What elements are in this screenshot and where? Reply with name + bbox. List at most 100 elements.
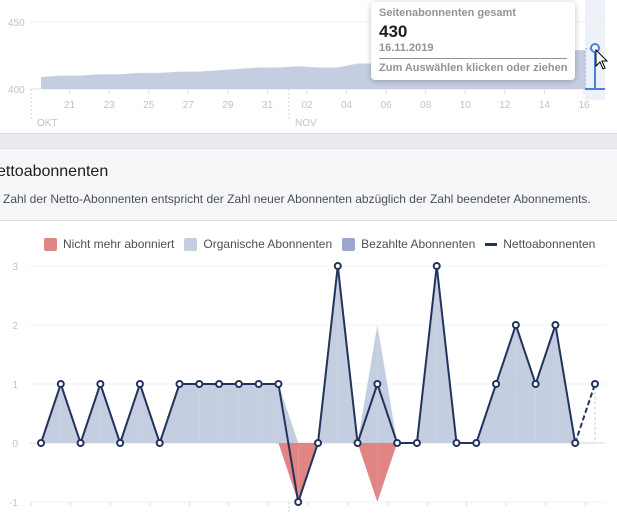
tooltip: Seitenabonnenten gesamt 430 16.11.2019 Z…: [371, 2, 575, 80]
net-data-point: [551, 321, 560, 329]
x-tick-label: 02: [301, 100, 313, 111]
organic-area-segment: [238, 384, 259, 443]
organic-area-segment: [535, 325, 556, 443]
unsubscribed-area-segment: [357, 443, 378, 502]
net-data-point: [492, 380, 501, 388]
organic-area-segment: [496, 325, 516, 443]
legend-line: [485, 242, 498, 246]
legend-swatch: [184, 237, 198, 251]
x-tick-label: 16: [578, 100, 590, 111]
net-data-point: [571, 439, 580, 447]
net-line-segment: [59, 383, 82, 444]
legend-item-net[interactable]: Nettoabonnenten: [485, 237, 595, 251]
net-data-point: [76, 439, 85, 447]
x-tick-label: 29: [222, 100, 234, 111]
net-line-segment: [277, 383, 300, 503]
net-data-point: [432, 262, 441, 270]
x-tick-label: 27: [183, 100, 195, 111]
net-data-point: [195, 380, 204, 388]
tooltip-hint: Zum Auswählen klicken oder ziehen: [379, 62, 568, 74]
legend-label: Nicht mehr abonniert: [63, 237, 175, 251]
y-tick-label: 2: [12, 321, 18, 332]
net-line-segment: [574, 383, 596, 444]
x-tick-label: 04: [341, 100, 353, 111]
x-tick-label: 21: [64, 100, 76, 111]
section-title: ettoabonnenten: [0, 163, 109, 180]
y-tick-label: 1: [12, 380, 18, 391]
organic-area-segment: [377, 325, 398, 443]
legend-label: Organische Abonnenten: [203, 237, 333, 251]
net-line-segment: [554, 324, 577, 444]
legend-swatch: [342, 237, 356, 251]
net-data-point: [591, 380, 599, 388]
section-header: ettoabonnenten Zahl der Netto-Abonnenten…: [0, 149, 617, 221]
net-data-point: [452, 439, 461, 447]
organic-area-segment: [199, 384, 220, 443]
net-line-segment: [99, 383, 122, 444]
net-line-segment: [138, 383, 161, 444]
x-tick-label: 25: [143, 100, 155, 111]
net-data-point: [294, 498, 303, 506]
organic-area-segment: [219, 384, 239, 443]
net-data-point: [314, 439, 322, 447]
net-data-point: [234, 380, 243, 388]
net-line-segment: [514, 324, 537, 385]
legend-item-paid[interactable]: Bezahlte Abonnenten: [342, 237, 475, 251]
net-line-segment: [336, 265, 359, 444]
net-line-segment: [356, 383, 379, 444]
tooltip-value: 430: [379, 22, 408, 41]
organic-area-segment: [278, 384, 299, 443]
net-subscribers-chart[interactable]: 3 2 1 0 -1: [0, 254, 617, 514]
y-tick-label: 450: [8, 18, 25, 29]
legend-label: Nettoabonnenten: [503, 237, 596, 251]
legend-label: Bezahlte Abonnenten: [361, 237, 476, 251]
unsubscribed-area-segment: [377, 443, 398, 502]
net-line-segment: [435, 265, 458, 444]
net-data-point: [412, 439, 421, 447]
x-tick-label: 10: [460, 100, 472, 111]
month-label: NOV: [295, 118, 317, 129]
x-tick-label: 06: [381, 100, 393, 111]
net-data-point: [215, 380, 224, 388]
net-line-segment: [475, 383, 498, 444]
y-tick-label: 3: [12, 262, 18, 273]
legend-item-organic[interactable]: Organische Abonnenten: [184, 237, 332, 251]
net-data-point: [531, 380, 540, 388]
net-data-point: [96, 380, 105, 388]
net-line-segment: [415, 265, 438, 444]
net-data-point: [155, 439, 164, 447]
net-data-point: [116, 439, 125, 447]
legend-item-unsubscribed[interactable]: Nicht mehr abonniert: [44, 237, 174, 251]
y-tick-label: 400: [8, 85, 25, 96]
organic-area-segment: [357, 325, 378, 443]
net-data-point: [37, 439, 45, 447]
organic-area-segment: [574, 383, 596, 444]
net-data-point: [393, 439, 402, 447]
net-data-point: [511, 321, 520, 329]
net-data-point: [56, 380, 65, 388]
net-data-point: [333, 262, 342, 270]
x-tick-label: 23: [104, 100, 116, 111]
net-line-segment: [119, 383, 141, 444]
organic-area-segment: [515, 325, 536, 443]
net-line-segment: [534, 324, 557, 385]
section-description: Zahl der Netto-Abonnenten entspricht der…: [3, 192, 591, 206]
x-tick-label: 31: [262, 100, 274, 111]
tooltip-date: 16.11.2019: [379, 42, 567, 59]
y-tick-label: 0: [12, 439, 18, 450]
net-line-segment: [376, 383, 399, 444]
net-line-segment: [297, 442, 319, 503]
net-data-point: [135, 380, 144, 388]
net-line-segment: [40, 383, 62, 444]
net-data-point: [353, 439, 362, 447]
net-data-point: [175, 380, 184, 388]
net-data-point: [373, 380, 382, 388]
net-line-segment: [79, 383, 102, 444]
net-line-segment: [495, 324, 517, 385]
hover-point: [590, 43, 600, 53]
month-label: OKT: [37, 118, 58, 129]
x-tick-label: 08: [420, 100, 432, 111]
organic-area-segment: [179, 384, 200, 443]
y-tick-label: -1: [9, 498, 18, 509]
x-tick-label: 14: [539, 100, 551, 111]
